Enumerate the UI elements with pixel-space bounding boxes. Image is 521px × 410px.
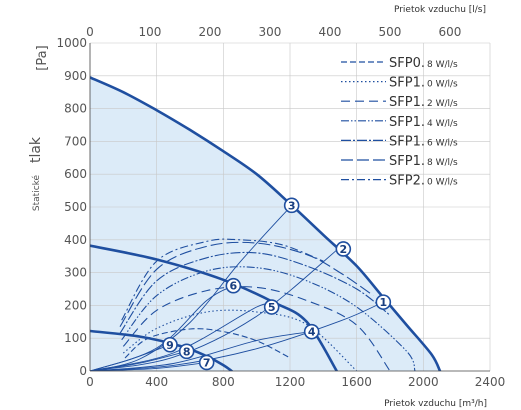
y-axis-title-main: tlak (28, 136, 44, 163)
legend-item: SFP2. 0 W/l/s (341, 174, 458, 189)
legend-item: SFP1. 0 W/l/s (341, 76, 458, 91)
x2-tick-label: 100 (139, 25, 162, 39)
operating-point-3: 3 (283, 197, 300, 214)
operating-area (90, 77, 440, 371)
system-curve-4 (90, 331, 312, 371)
legend-item: SFP1. 6 W/l/s (341, 134, 458, 149)
x-tick-label: 1600 (341, 375, 372, 389)
operating-point-1: 1 (375, 294, 392, 310)
operating-point-marker (283, 197, 300, 214)
operating-point-label: 9 (166, 339, 174, 352)
x-tick-label: 400 (145, 375, 168, 389)
y-tick-label: 200 (64, 298, 87, 312)
sfp-curve (119, 251, 391, 334)
legend-label: SFP0. 8 W/l/s (389, 56, 458, 71)
operating-point-label: 3 (288, 199, 296, 212)
operating-point-marker (375, 294, 392, 310)
y-tick-label: 600 (64, 167, 87, 181)
operating-point-label: 1 (380, 296, 388, 309)
legend-item: SFP0. 8 W/l/s (341, 56, 458, 71)
operating-point-marker (303, 323, 320, 340)
operating-point-label: 8 (183, 345, 191, 358)
legend-label: SFP1. 0 W/l/s (389, 76, 458, 91)
operating-point-5: 5 (263, 299, 280, 315)
y-tick-label: 300 (64, 266, 87, 280)
x-tick-label: 2000 (408, 375, 439, 389)
sfp-curve (122, 286, 391, 371)
operating-point-label: 5 (268, 301, 276, 314)
operating-point-8: 8 (178, 343, 195, 360)
y-tick-label: 100 (64, 331, 87, 345)
operating-point-marker (225, 277, 242, 294)
operating-point-marker (335, 241, 352, 257)
y-tick-label: 800 (64, 102, 87, 116)
y-tick-label: 500 (64, 200, 87, 214)
y-tick-label: 0 (79, 364, 87, 378)
operating-point-marker (178, 343, 195, 360)
y-tick-label: 1000 (56, 36, 87, 50)
legend-label: SFP1. 8 W/l/s (389, 154, 458, 169)
operating-point-label: 2 (340, 243, 348, 256)
x-tick-label: 800 (212, 375, 235, 389)
x2-tick-label: 300 (259, 25, 282, 39)
system-curve-7 (90, 362, 207, 371)
operating-point-labels: 1 2 3 4 5 6 789 (162, 197, 392, 371)
y-tick-label: 900 (64, 69, 87, 83)
operating-point-4: 4 (303, 323, 320, 340)
x2-axis-title: Prietok vzduchu [l/s] (394, 5, 486, 15)
x2-tick-label: 0 (86, 25, 94, 39)
sfp-curve (124, 328, 291, 359)
x-tick-label: 2400 (475, 375, 506, 389)
legend-label: SFP2. 0 W/l/s (389, 174, 458, 189)
operating-point-marker (198, 354, 215, 371)
legend-item: SFP1. 2 W/l/s (341, 95, 458, 110)
operating-point-marker (263, 299, 280, 315)
legend-item: SFP1. 8 W/l/s (341, 154, 458, 169)
legend-label: SFP1. 4 W/l/s (389, 115, 458, 130)
operating-point-7: 7 (198, 354, 215, 371)
legend-item: SFP1. 4 W/l/s (341, 115, 458, 130)
sfp-curve (119, 241, 374, 327)
y-axis-unit: [Pa] (35, 45, 50, 70)
sfp-curves (119, 238, 416, 371)
operating-point-label: 7 (203, 356, 211, 369)
system-curve-3 (90, 205, 293, 371)
legend-label: SFP1. 2 W/l/s (389, 95, 458, 110)
sfp-curve (121, 266, 416, 371)
grid (90, 42, 491, 371)
operating-point-label: 4 (308, 326, 316, 339)
y-tick-label: 700 (64, 134, 87, 148)
fan-curve-3 (90, 329, 233, 371)
x2-tick-label: 600 (439, 25, 462, 39)
operating-point-6: 6 (225, 277, 242, 294)
operating-point-9: 9 (162, 336, 178, 353)
operating-point-label: 6 (230, 280, 238, 293)
x2-tick-label: 400 (319, 25, 342, 39)
system-curve-1 (90, 301, 384, 371)
fan-curve-2 (90, 244, 338, 371)
system-curve-2 (90, 246, 341, 371)
operating-point-marker (162, 336, 178, 353)
legend-label: SFP1. 6 W/l/s (389, 134, 458, 149)
y-axis-title-prefix: Statické (31, 174, 42, 211)
system-curve-9 (90, 344, 171, 371)
operating-area-fill (90, 77, 440, 371)
y-tick-label: 400 (64, 233, 87, 247)
x-tick-label: 1200 (275, 375, 306, 389)
system-curve-8 (90, 350, 187, 371)
x-tick-label: 0 (86, 375, 94, 389)
x2-tick-label: 500 (379, 25, 402, 39)
operating-point-2: 2 (335, 241, 352, 257)
legend: SFP0. 8 W/l/s SFP1. 0 W/l/s SFP1. 2 W/l/s SFP1… (341, 56, 458, 189)
x-axis-title: Prietok vzduchu [m³/h] (384, 399, 487, 409)
x2-tick-label: 200 (199, 25, 222, 39)
